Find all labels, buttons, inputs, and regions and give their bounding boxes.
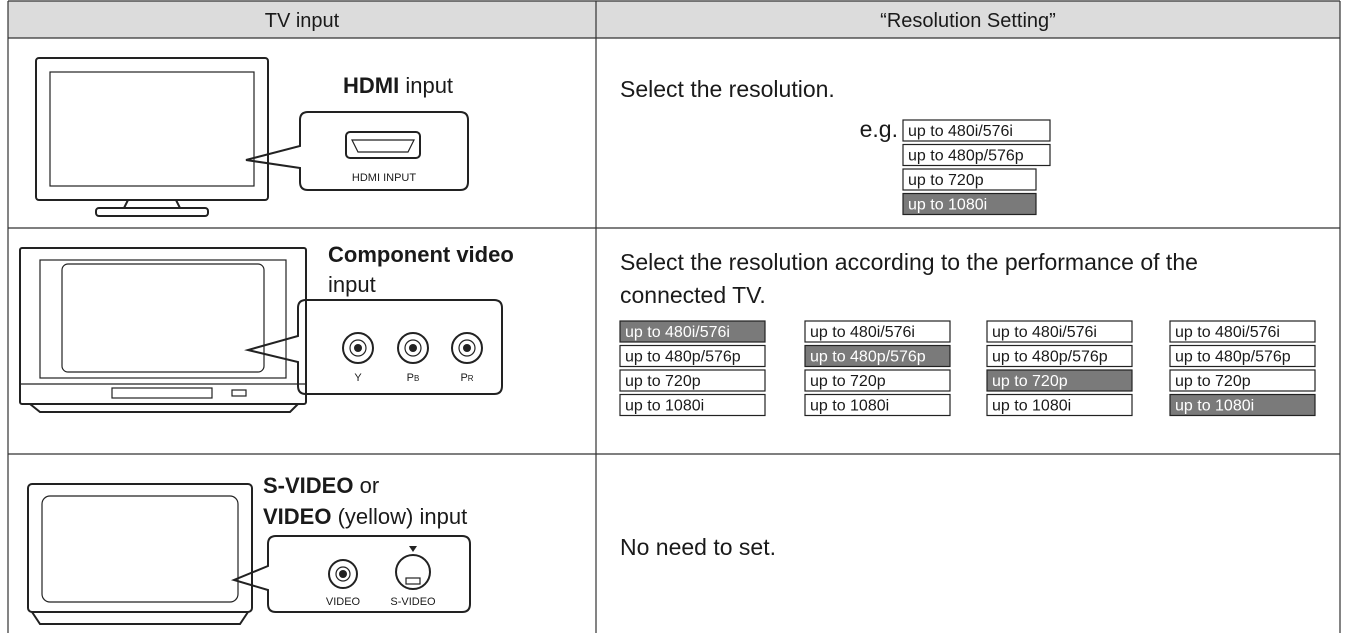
option-box (804, 369, 951, 392)
option-text: up to 720p (908, 172, 984, 189)
option-text: up to 720p (625, 373, 701, 390)
video-tv-illustration (27, 483, 471, 625)
option-box-selected (1169, 393, 1316, 417)
input-label-text: (yellow) input (331, 504, 467, 529)
input-label: HDMI input (343, 73, 453, 98)
option-box-selected (619, 320, 766, 343)
option-box (986, 344, 1133, 368)
instruction: Select the resolution according to the p… (620, 249, 1198, 275)
option-text: up to 480p/576p (908, 148, 1024, 165)
input-label-text: input (399, 73, 453, 98)
input-label-bold: Component video (328, 242, 514, 267)
connector-label-text: P (460, 372, 467, 384)
option-box (804, 320, 951, 343)
component-tv-illustration (19, 247, 503, 413)
input-label: input (328, 272, 376, 297)
option-box-selected (986, 369, 1133, 392)
option-box-selected (902, 192, 1037, 216)
connector-label: HDMI INPUT (352, 172, 416, 184)
option-box (1169, 369, 1316, 392)
example-prefix: e.g. (860, 116, 898, 142)
connector-label-sub: B (414, 374, 419, 383)
hdmi-tv-illustration (35, 57, 469, 217)
option-text: up to 480p/576p (1175, 349, 1291, 366)
option-box (986, 393, 1133, 417)
connector-label-sub: R (468, 374, 474, 383)
input-label-bold: S-VIDEO (263, 473, 353, 498)
option-text-selected: up to 480p/576p (810, 349, 926, 366)
option-box (804, 393, 951, 417)
option-box (902, 119, 1051, 142)
option-text: up to 480i/576i (908, 123, 1013, 140)
table-grid (7, 0, 1341, 633)
option-text: up to 720p (1175, 373, 1251, 390)
option-box (619, 369, 766, 392)
option-text-selected: up to 1080i (1175, 398, 1254, 415)
option-text: up to 1080i (625, 398, 704, 415)
option-text: up to 480p/576p (625, 349, 741, 366)
input-label-text: input (328, 272, 376, 297)
input-label: VIDEO (yellow) input (263, 504, 467, 529)
option-text: up to 1080i (992, 398, 1071, 415)
option-box (619, 393, 766, 417)
header-cell: “Resolution Setting” (880, 10, 1056, 32)
input-label-bold: HDMI (343, 73, 399, 98)
input-label: Component video (328, 242, 514, 267)
connector-label-text: S-VIDEO (390, 596, 436, 608)
option-box (986, 320, 1133, 343)
input-label-bold: VIDEO (263, 504, 331, 529)
instruction: No need to set. (620, 534, 776, 560)
option-box (1169, 344, 1316, 368)
connector-label-text: P (407, 372, 414, 384)
option-box (619, 344, 766, 368)
connector-label-text: HDMI INPUT (352, 172, 416, 184)
option-box (902, 143, 1051, 167)
option-text: up to 480i/576i (1175, 324, 1280, 341)
option-box (902, 168, 1037, 191)
option-text: up to 480i/576i (810, 324, 915, 341)
connector-label: VIDEO (326, 596, 361, 608)
connector-label: S-VIDEO (390, 596, 436, 608)
connector-label-text: VIDEO (326, 596, 361, 608)
connector-label-text: Y (354, 372, 362, 384)
option-text: up to 480p/576p (992, 349, 1108, 366)
option-text: up to 720p (810, 373, 886, 390)
instruction: Select the resolution. (620, 76, 835, 102)
option-text-selected: up to 1080i (908, 197, 987, 214)
input-label: S-VIDEO or (263, 473, 379, 498)
connector-label: Y (354, 372, 362, 384)
input-label-text: or (353, 473, 379, 498)
option-text: up to 1080i (810, 398, 889, 415)
instruction: connected TV. (620, 282, 766, 308)
option-box (1169, 320, 1316, 343)
option-text: up to 480i/576i (992, 324, 1097, 341)
option-text-selected: up to 480i/576i (625, 324, 730, 341)
option-text-selected: up to 720p (992, 373, 1068, 390)
header-background (8, 1, 1340, 38)
option-box-selected (804, 344, 951, 368)
header-cell: TV input (265, 10, 340, 32)
connector-label: PR (460, 372, 473, 384)
connector-label: PB (407, 372, 420, 384)
